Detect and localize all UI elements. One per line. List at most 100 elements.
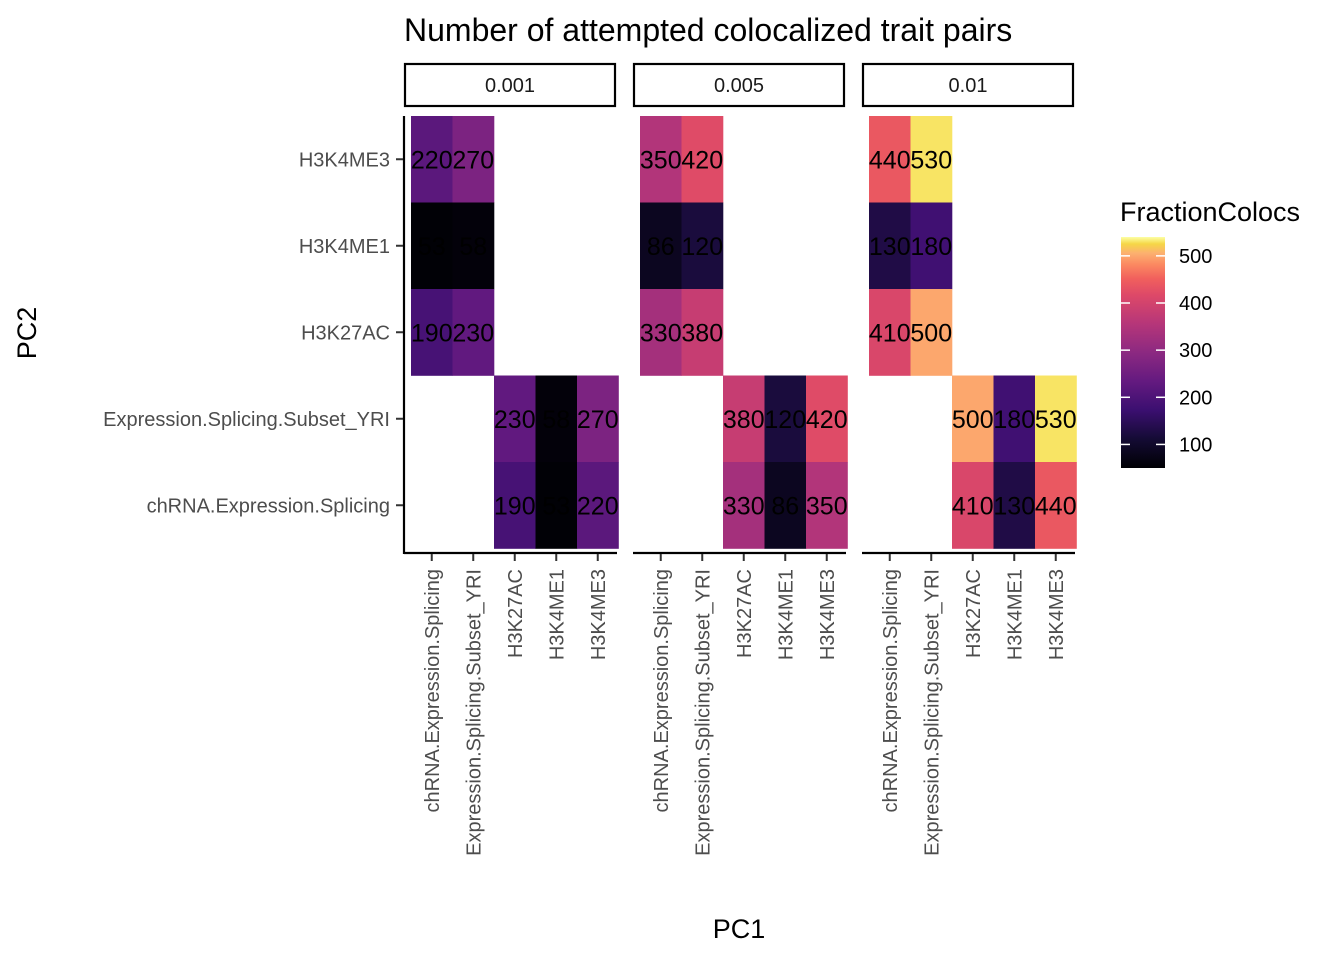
heatmap-tile	[869, 289, 911, 376]
tile-value-label: 410	[952, 492, 994, 520]
x-tick-label: H3K27AC	[963, 569, 985, 658]
heatmap-tile	[535, 375, 578, 463]
tile-value-label: 330	[723, 492, 765, 520]
tile-value-label: 270	[452, 146, 494, 174]
x-tick-label: Expression.Splicing.Subset_YRI	[463, 569, 485, 856]
x-tick-label: H3K4ME3	[588, 569, 610, 660]
heatmap-tile	[640, 202, 682, 290]
tile-value-label: 220	[411, 146, 453, 174]
y-tick-label: Expression.Splicing.Subset_YRI	[103, 409, 390, 431]
legend-tick-label: 200	[1179, 387, 1212, 409]
tile-value-label: 500	[952, 406, 994, 434]
y-axis-title: PC2	[12, 307, 42, 360]
heatmap-tile	[1035, 375, 1077, 463]
facet-strip-label: 0.01	[949, 75, 988, 97]
heatmap-tile	[640, 289, 682, 376]
tile-value-label: 330	[640, 319, 682, 347]
tile-value-label: 86	[771, 492, 799, 520]
heatmap-tile	[993, 375, 1036, 463]
tile-value-label: 58	[459, 233, 487, 261]
heatmap-tile	[577, 462, 619, 549]
heatmap-tile	[723, 462, 765, 549]
heatmap-tile	[535, 462, 578, 549]
heatmap-tile	[806, 375, 848, 463]
tile-value-label: 420	[681, 146, 723, 174]
tile-value-label: 120	[764, 406, 806, 434]
tile-value-label: 350	[640, 146, 682, 174]
heatmap-tile	[952, 375, 994, 463]
y-tick-label: H3K4ME1	[299, 236, 390, 258]
tile-value-label: 440	[869, 146, 911, 174]
tile-value-label: 530	[1035, 406, 1077, 434]
tile-value-label: 500	[910, 319, 952, 347]
heatmap-tile	[910, 289, 953, 376]
heatmap-tile	[640, 116, 682, 203]
x-tick-label: H3K27AC	[734, 569, 756, 658]
x-tick-label: H3K4ME3	[1046, 569, 1068, 660]
x-tick-label: H3K27AC	[505, 569, 527, 658]
tile-value-label: 180	[910, 233, 952, 261]
heatmap-tile	[494, 462, 536, 549]
heatmap-tile	[910, 116, 953, 203]
y-tick-label: H3K27AC	[301, 322, 390, 344]
y-tick-label: chRNA.Expression.Splicing	[147, 495, 390, 517]
heatmap-tile	[1035, 462, 1077, 549]
tile-value-label: 420	[806, 406, 848, 434]
x-tick-label: H3K4ME1	[1004, 569, 1026, 660]
legend-tick-label: 400	[1179, 293, 1212, 315]
facet-strip-label: 0.005	[714, 75, 764, 97]
facet-strip	[861, 62, 1075, 108]
heatmap-tile	[494, 375, 536, 463]
tile-value-label: 380	[723, 406, 765, 434]
x-axis-title: PC1	[713, 914, 766, 944]
heatmap-tile	[577, 375, 619, 463]
tile-value-label: 58	[542, 406, 570, 434]
x-tick-label: Expression.Splicing.Subset_YRI	[692, 569, 714, 856]
heatmap-tile	[869, 202, 911, 290]
x-tick-label: H3K4ME3	[817, 569, 839, 660]
tile-value-label: 410	[869, 319, 911, 347]
chart-title: Number of attempted colocalized trait pa…	[404, 12, 1012, 48]
x-tick-label: chRNA.Expression.Splicing	[422, 569, 444, 812]
heatmap-tile	[910, 202, 953, 290]
heatmap-tile	[452, 116, 495, 203]
heatmap-tile	[764, 375, 807, 463]
legend-tick-label: 500	[1179, 246, 1212, 268]
heatmap-tile	[681, 289, 724, 376]
heatmap-tile	[452, 202, 495, 290]
heatmap-tile	[723, 375, 765, 463]
color-legend: FractionColocs 100 200 300 400 500	[1120, 197, 1300, 468]
y-axis: H3K4ME3 H3K4ME1 H3K27AC Expression.Splicing…	[103, 116, 406, 554]
tile-value-label: 190	[411, 319, 453, 347]
tile-value-label: 350	[806, 492, 848, 520]
tile-value-label: 130	[993, 492, 1035, 520]
legend-ticks: 100 200 300 400 500	[1121, 246, 1212, 456]
tile-value-label: 53	[542, 492, 570, 520]
x-tick-label: H3K4ME1	[775, 569, 797, 660]
x-tick-label: Expression.Splicing.Subset_YRI	[921, 569, 943, 856]
tile-value-label: 380	[681, 319, 723, 347]
legend-title: FractionColocs	[1120, 197, 1300, 227]
tile-value-label: 440	[1035, 492, 1077, 520]
heatmap-tile	[764, 462, 807, 549]
tile-value-label: 530	[910, 146, 952, 174]
tile-value-label: 120	[681, 233, 723, 261]
tile-value-label: 230	[494, 406, 536, 434]
facet-strip-label: 0.001	[485, 75, 535, 97]
heatmap-tile	[411, 116, 453, 203]
tile-value-label: 86	[647, 233, 675, 261]
heatmap-tile	[993, 462, 1036, 549]
x-tick-label: H3K4ME1	[546, 569, 568, 660]
legend-colorbar	[1121, 237, 1165, 468]
x-tick-label: chRNA.Expression.Splicing	[880, 569, 902, 812]
heatmap-tile	[681, 116, 724, 203]
legend-tick-label: 300	[1179, 340, 1212, 362]
legend-tick-label: 100	[1179, 434, 1212, 456]
heatmap-tile	[869, 116, 911, 203]
tile-value-label: 130	[869, 233, 911, 261]
